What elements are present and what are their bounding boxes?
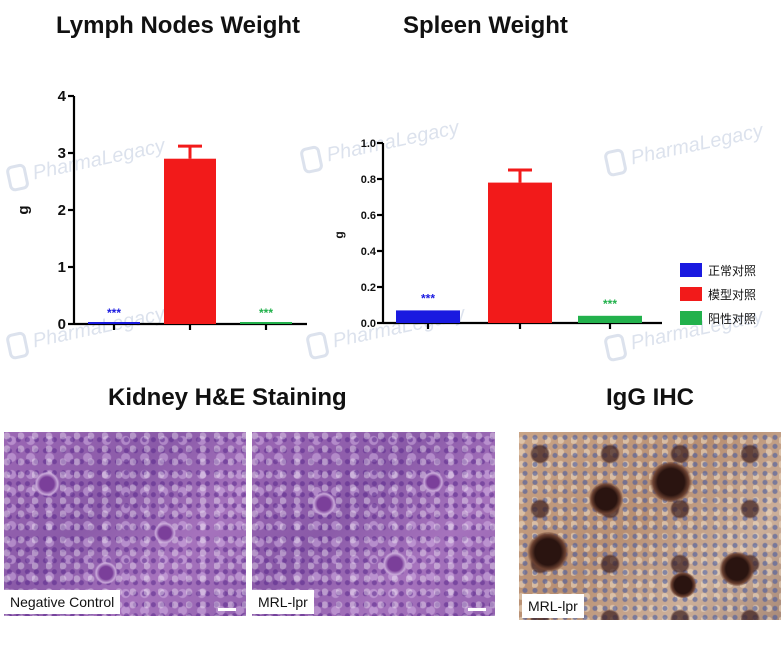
y-tick-label: 0 [58, 316, 66, 333]
significance-marker: *** [259, 306, 273, 320]
legend-swatch-positive [680, 311, 702, 325]
mrl-lpr-ihc-caption: MRL-lpr [522, 594, 584, 618]
kidney-he-title: Kidney H&E Staining [108, 384, 347, 411]
bar-2 [164, 158, 216, 324]
scale-bar [468, 608, 486, 611]
legend-label: 正常对照 [708, 263, 757, 278]
significance-marker: *** [603, 297, 617, 311]
y-tick-label: 0.0 [361, 318, 376, 330]
y-tick-label: 0.8 [361, 174, 376, 186]
bar-2 [488, 182, 552, 323]
negative-control-he-image [4, 432, 246, 616]
y-tick-label: 1 [58, 259, 66, 276]
significance-marker: *** [421, 291, 435, 305]
mrl-lpr-igg-ihc-image [519, 432, 781, 620]
bar-3 [578, 315, 642, 323]
scale-bar [218, 608, 236, 611]
negative-control-caption: Negative Control [4, 590, 121, 614]
legend-label: 模型对照 [708, 287, 757, 302]
mrl-lpr-he-image [252, 432, 495, 616]
igg-ihc-title: IgG IHC [606, 384, 694, 411]
y-tick-label: 0.2 [361, 282, 376, 294]
y-tick-label: 3 [58, 145, 66, 162]
legend-swatch-normal [680, 263, 702, 277]
y-tick-label: 0.4 [361, 246, 377, 258]
legend-item: 阳性对照 [680, 306, 756, 330]
y-tick-label: 0.6 [361, 210, 376, 222]
legend-label: 阳性对照 [708, 311, 757, 326]
mrl-lpr-he-caption: MRL-lpr [252, 590, 314, 614]
bar-1 [88, 322, 140, 324]
lymph-nodes-chart-title: Lymph Nodes Weight [56, 12, 301, 39]
y-axis-label: g [15, 205, 32, 214]
spleen-chart-title: Spleen Weight [403, 12, 568, 39]
legend-item: 正常对照 [680, 258, 756, 282]
chart-legend: 正常对照 模型对照 阳性对照 [680, 258, 756, 330]
bar-3 [240, 322, 292, 324]
y-tick-label: 4 [58, 88, 67, 105]
y-axis-label: g [332, 231, 346, 238]
y-tick-label: 1.0 [361, 138, 376, 150]
legend-item: 模型对照 [680, 282, 756, 306]
legend-swatch-model [680, 287, 702, 301]
y-tick-label: 2 [58, 202, 66, 219]
bar-1 [396, 310, 460, 323]
significance-marker: *** [107, 306, 121, 320]
